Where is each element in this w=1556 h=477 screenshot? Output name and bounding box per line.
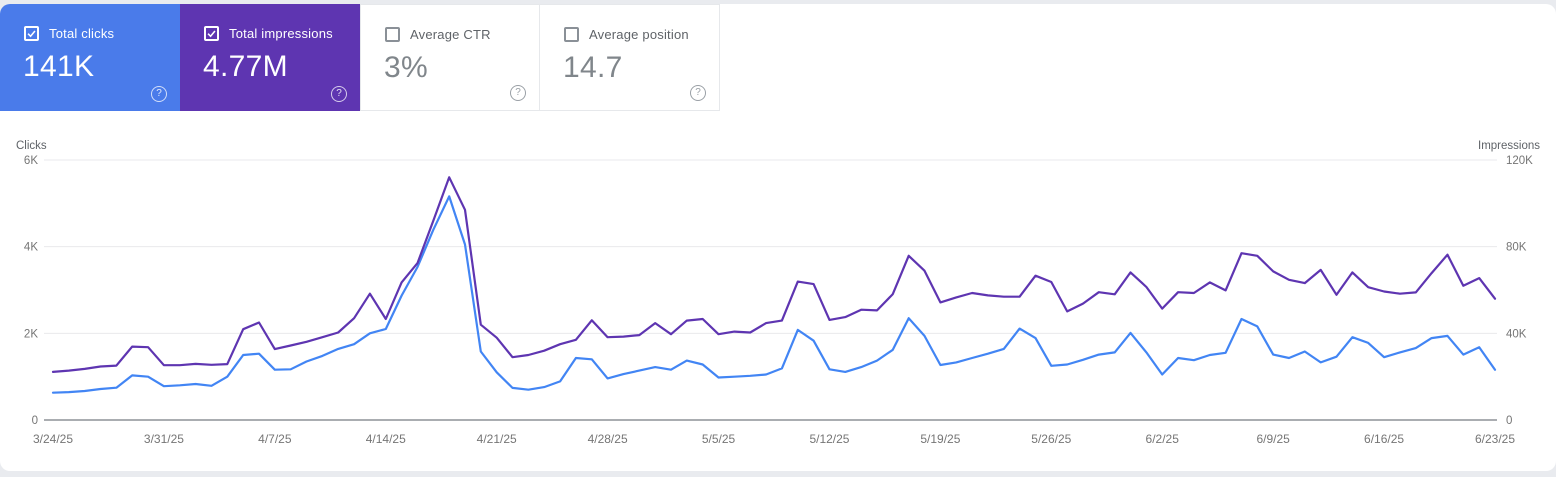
x-axis-tick: 5/19/25	[920, 432, 960, 446]
left-axis-tick: 4K	[24, 242, 38, 254]
metric-card-total-clicks[interactable]: Total clicks 141K ?	[0, 4, 180, 111]
x-axis-tick: 3/31/25	[144, 432, 184, 446]
total-clicks-value: 141K	[23, 50, 95, 83]
left-axis-tick: 0	[32, 415, 38, 427]
x-axis-tick: 4/28/25	[588, 432, 628, 446]
average-position-label: Average position	[589, 27, 689, 42]
left-axis-tick: 2K	[24, 328, 38, 340]
right-axis-title: Impressions	[1478, 140, 1540, 152]
average-ctr-value: 3%	[384, 51, 428, 84]
help-icon[interactable]: ?	[151, 86, 167, 102]
x-axis-tick: 4/7/25	[258, 432, 292, 446]
x-axis-tick: 3/24/25	[33, 432, 73, 446]
x-axis-tick: 6/23/25	[1475, 432, 1515, 446]
x-axis-tick: 6/2/25	[1146, 432, 1180, 446]
x-axis-tick: 5/12/25	[809, 432, 849, 446]
x-axis-tick: 5/5/25	[702, 432, 736, 446]
average-ctr-checkbox[interactable]	[385, 27, 400, 42]
right-axis-tick: 120K	[1506, 155, 1533, 167]
metric-card-average-ctr[interactable]: Average CTR 3% ?	[360, 4, 540, 111]
average-position-checkbox[interactable]	[564, 27, 579, 42]
average-position-value: 14.7	[563, 51, 623, 84]
help-icon[interactable]: ?	[331, 86, 347, 102]
total-impressions-label: Total impressions	[229, 26, 333, 41]
total-clicks-checkbox[interactable]	[24, 26, 39, 41]
left-axis-title: Clicks	[16, 140, 47, 152]
x-axis-tick: 6/9/25	[1256, 432, 1290, 446]
help-icon[interactable]: ?	[690, 85, 706, 101]
help-icon[interactable]: ?	[510, 85, 526, 101]
checkmark-icon	[207, 30, 216, 38]
impressions-line	[51, 176, 1497, 373]
clicks-line	[51, 195, 1497, 394]
right-axis-tick: 0	[1506, 415, 1512, 427]
total-clicks-label: Total clicks	[49, 26, 115, 41]
total-impressions-checkbox[interactable]	[204, 26, 219, 41]
metric-card-average-position[interactable]: Average position 14.7 ?	[539, 4, 720, 111]
x-axis-tick: 4/21/25	[477, 432, 517, 446]
x-axis-tick: 4/14/25	[366, 432, 406, 446]
left-axis-tick: 6K	[24, 155, 38, 167]
x-axis-tick: 5/26/25	[1031, 432, 1071, 446]
checkmark-icon	[27, 30, 36, 38]
average-ctr-label: Average CTR	[410, 27, 491, 42]
right-axis-tick: 40K	[1506, 328, 1527, 340]
metric-card-total-impressions[interactable]: Total impressions 4.77M ?	[180, 4, 360, 111]
total-impressions-value: 4.77M	[203, 50, 288, 83]
x-axis-tick: 6/16/25	[1364, 432, 1404, 446]
right-axis-tick: 80K	[1506, 242, 1527, 254]
